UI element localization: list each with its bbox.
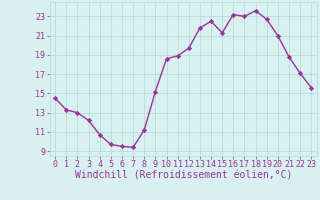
X-axis label: Windchill (Refroidissement éolien,°C): Windchill (Refroidissement éolien,°C)	[75, 171, 292, 181]
